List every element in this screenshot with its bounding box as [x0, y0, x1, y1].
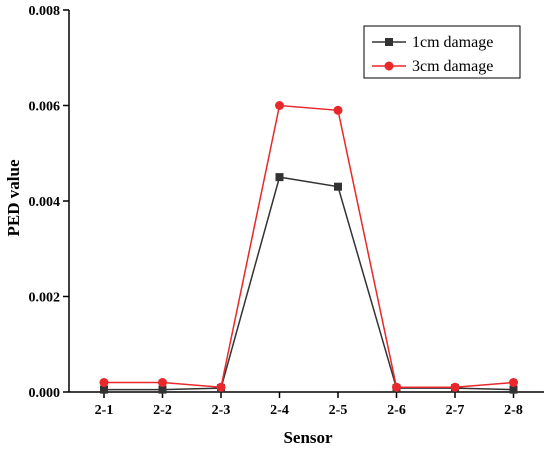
data-point	[275, 173, 284, 182]
x-tick-label: 2-8	[504, 403, 523, 418]
data-point	[216, 382, 226, 392]
legend-label: 1cm damage	[412, 34, 493, 51]
y-axis-ticks: 0.000 0.002 0.004 0.006 0.008	[29, 4, 69, 401]
x-tick-label: 2-6	[387, 403, 406, 418]
y-tick-label: 0.006	[29, 100, 61, 115]
data-point	[509, 385, 518, 394]
series-line	[104, 104, 514, 389]
x-tick-label: 2-2	[153, 403, 172, 418]
data-point	[333, 105, 343, 115]
x-tick-label: 2-7	[446, 403, 465, 418]
y-axis-title: PED value	[4, 159, 23, 236]
data-point	[99, 377, 109, 387]
legend-label: 3cm damage	[412, 58, 493, 75]
x-axis-ticks: 2-1 2-2 2-3 2-4 2-5 2-6 2-7 2-8	[95, 392, 523, 418]
y-tick-label: 0.002	[29, 291, 61, 306]
x-tick-label: 2-4	[270, 403, 289, 418]
data-point	[450, 382, 460, 392]
x-tick-label: 2-3	[212, 403, 231, 418]
legend: 1cm damage 3cm damage	[363, 25, 521, 79]
legend-marker	[384, 61, 394, 71]
x-tick-label: 2-5	[329, 403, 348, 418]
x-axis-title: Sensor	[283, 428, 333, 447]
data-point	[392, 382, 401, 392]
series-1	[100, 173, 518, 394]
data-point	[275, 101, 284, 110]
series-layer	[99, 101, 518, 394]
data-point	[100, 385, 108, 394]
data-point	[158, 385, 167, 394]
y-tick-label: 0.000	[29, 386, 61, 401]
data-point	[158, 377, 167, 387]
y-tick-label: 0.008	[29, 4, 61, 19]
data-point	[334, 182, 342, 191]
y-tick-label: 0.004	[29, 195, 61, 210]
x-tick-label: 2-1	[95, 403, 114, 418]
data-point	[509, 377, 518, 387]
legend-marker	[385, 38, 393, 46]
series-2	[99, 101, 518, 392]
series-line	[104, 176, 514, 391]
